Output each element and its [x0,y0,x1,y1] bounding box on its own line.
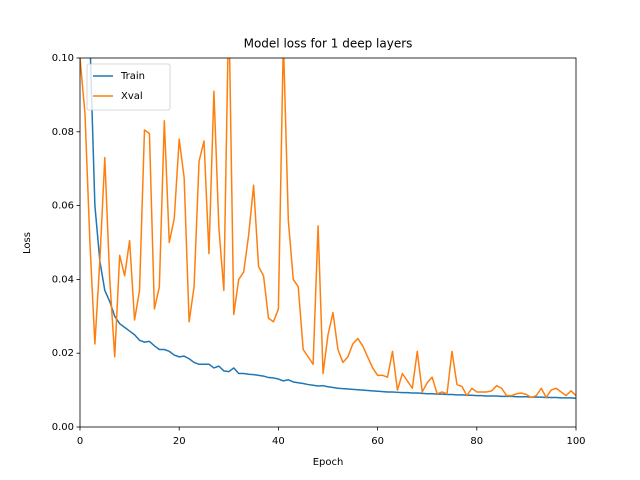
y-tick-label: 0.02 [52,348,74,359]
y-tick-label: 0.00 [52,422,74,433]
y-tick-label: 0.04 [52,274,74,285]
series-line [80,58,576,399]
series-line [89,58,576,399]
x-tick-label: 60 [371,436,384,447]
x-tick-label: 20 [173,436,186,447]
y-tick-label: 0.10 [52,53,74,64]
y-axis-label: Loss [22,232,33,254]
legend-label: Train [120,71,145,82]
chart-title: Model loss for 1 deep layers [244,37,413,51]
y-tick-label: 0.06 [52,201,74,212]
plot-area [80,58,576,399]
x-tick-label: 0 [77,436,83,447]
x-tick-label: 100 [566,436,585,447]
legend-label: Xval [121,91,143,102]
x-axis-label: Epoch [313,457,344,468]
y-tick-label: 0.08 [52,127,74,138]
axes-frame [79,57,577,428]
x-tick-label: 40 [272,436,285,447]
x-tick-label: 80 [470,436,483,447]
